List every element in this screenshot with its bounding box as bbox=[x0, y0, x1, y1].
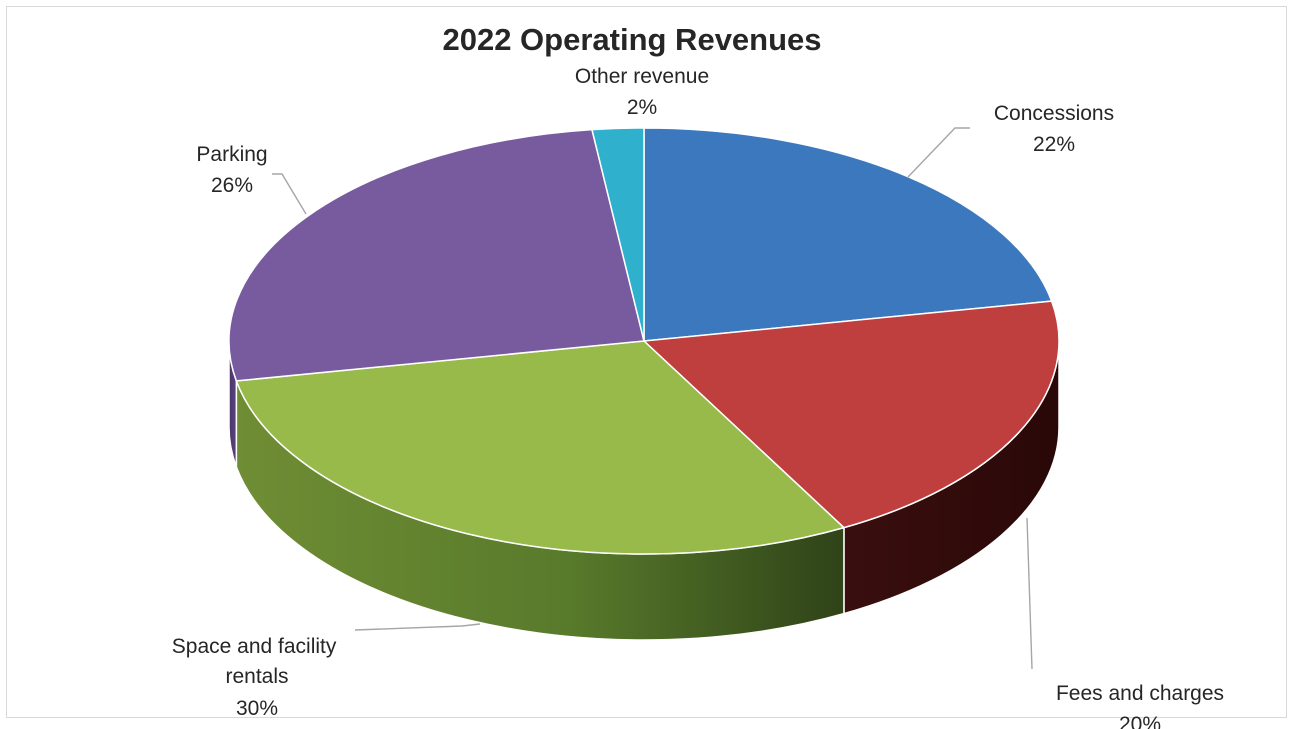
pie-tops bbox=[228, 127, 1060, 555]
slice-value-concessions: 22% bbox=[1033, 133, 1075, 156]
leader-line bbox=[272, 173, 307, 215]
slice-label-concessions: Concessions bbox=[994, 102, 1114, 125]
slice-value-parking: 26% bbox=[211, 174, 253, 197]
leader-line bbox=[907, 127, 970, 178]
slice-label-fees-and-charges: Fees and charges bbox=[1056, 682, 1224, 705]
slice-value-other-revenue: 2% bbox=[627, 96, 657, 119]
pie-slice-parking bbox=[228, 128, 645, 382]
pie-sides bbox=[228, 340, 1060, 641]
slice-value-space-and-facility-rentals: 30% bbox=[236, 697, 278, 720]
slice-label-line-2: rentals bbox=[225, 665, 288, 688]
leader-line bbox=[354, 623, 481, 631]
slice-label-other-revenue: Other revenue bbox=[575, 65, 709, 88]
chart-title: 2022 Operating Revenues bbox=[442, 22, 821, 57]
chart-frame bbox=[6, 6, 1287, 718]
pie-slice-space-and-facility-rentals bbox=[235, 340, 846, 555]
pie-leaders bbox=[272, 127, 1033, 670]
slice-value-fees-and-charges: 20% bbox=[1119, 713, 1161, 729]
slice-label-space-and-facility-rentals: Space and facility rentals bbox=[172, 635, 342, 688]
slice-label-parking: Parking bbox=[196, 143, 267, 166]
pie-slice-fees-and-charges bbox=[642, 300, 1060, 529]
pie-slice-other-revenue bbox=[591, 127, 645, 342]
slice-label-line-1: Space and facility bbox=[172, 635, 337, 658]
leader-line bbox=[1026, 517, 1033, 670]
